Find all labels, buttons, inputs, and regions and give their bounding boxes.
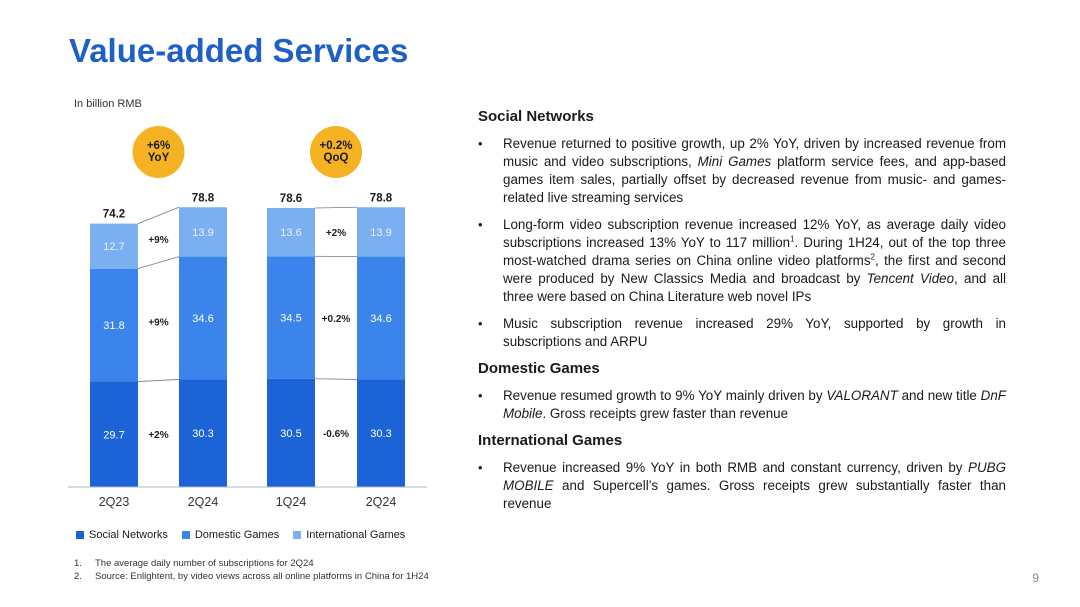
bar-total-label: 78.6 [280,193,302,205]
bar-segment [357,256,405,380]
bar-segment [267,207,315,257]
bar-value-label: 13.9 [192,227,213,239]
page-number: 9 [1032,571,1039,585]
connector-line [137,256,180,270]
bullet-icon: • [478,316,483,331]
change-label: -0.6% [323,429,349,440]
bar-value-label: 12.7 [103,241,124,253]
footnote-text: Source: Enlightent, by video views acros… [95,571,429,582]
category-label: 1Q24 [276,495,307,509]
bullet-item: • Long-form video subscription revenue in… [478,216,1006,306]
bullet-text: Music subscription revenue increased 29%… [503,316,1006,349]
category-label: 2Q23 [99,495,130,509]
growth-badge-label: +6% [147,140,170,152]
unit-note: In billion RMB [74,98,142,110]
change-label: +2% [326,228,346,239]
bar-value-label: 31.8 [103,320,124,332]
footnote: 2. Source: Enlightent, by video views acr… [74,570,429,583]
bar-value-label: 29.7 [103,429,124,441]
bullet-icon: • [478,136,483,151]
growth-badge-label: QoQ [324,152,349,164]
section-heading: Domestic Games [478,360,600,377]
section-heading: International Games [478,432,623,449]
bullet-icon: • [478,217,483,232]
revenue-stacked-bar-chart: 29.7 31.8 12.7 74.2 2Q23 30.3 34.6 13.9 78.8 2Q24… [68,126,427,509]
bar-segment [357,207,405,257]
footnote-text: The average daily number of subscription… [95,558,314,569]
bullet-item: • Music subscription revenue increased 29… [478,315,1006,351]
connector-line [314,378,358,380]
category-label: 2Q24 [188,495,219,509]
bar-segment [179,256,227,380]
bar-segment [90,381,138,487]
legend-item: Domestic Games [181,529,280,541]
bullet-item: • Revenue returned to positive growth, up… [478,135,1006,207]
bar-segment [357,379,405,487]
category-label: 2Q24 [366,495,397,509]
connector-line [137,206,180,224]
bar-segment [179,207,227,257]
bar-value-label: 34.5 [280,312,301,324]
bar-value-label: 34.6 [370,313,391,325]
growth-badge-label: YoY [148,152,170,164]
legend-swatch [293,531,302,539]
bar-total-label: 74.2 [103,209,125,221]
legend-item: International Games [293,529,405,541]
change-label: +2% [148,430,168,441]
section-heading: Social Networks [478,108,594,125]
commentary-panel: Social Networks • Revenue returned to posi… [478,108,1006,522]
bullet-item: • Revenue increased 9% YoY in both RMB an… [478,459,1006,513]
bullet-text: Revenue resumed growth to 9% YoY mainly … [503,388,1006,421]
bullet-text: Revenue returned to positive growth, up … [503,136,1006,205]
bar-segment [90,268,138,382]
bullet-icon: • [478,460,483,475]
bar-segment [267,378,315,487]
footnote: 1. The average daily number of subscripti… [74,557,429,570]
bar-value-label: 30.5 [280,428,301,440]
legend-item: Social Networks [76,529,168,541]
bullet-text: Revenue increased 9% YoY in both RMB and… [503,460,1006,511]
legend-label: Social Networks [89,529,168,541]
footnote-number: 2. [74,571,82,582]
bullet-item: • Revenue resumed growth to 9% YoY mainly… [478,387,1006,423]
change-label: +9% [148,235,168,246]
bullet-text: Long-form video subscription revenue inc… [503,217,1006,304]
bar-value-label: 13.9 [370,227,391,239]
bar-value-label: 30.3 [370,428,391,440]
legend-label: Domestic Games [194,529,280,541]
chart-legend: Social Networks Domestic Games Internation… [76,529,405,541]
bar-total-label: 78.8 [370,192,393,204]
bar-segment [267,256,315,379]
bar-total-label: 78.8 [192,192,215,204]
legend-swatch [76,531,84,539]
legend-swatch [181,531,190,539]
change-label: +9% [148,318,168,329]
connector-line [314,206,358,209]
commentary-section: International Games • Revenue increased 9%… [478,432,1006,513]
commentary-section: Social Networks • Revenue returned to posi… [478,108,1006,351]
change-label: +0.2% [322,314,351,325]
growth-badge [310,126,362,178]
commentary-section: Domestic Games • Revenue resumed growth to… [478,360,1006,423]
bar-value-label: 30.3 [192,428,213,440]
bullet-icon: • [478,388,483,403]
bar-segment [90,223,138,269]
connector-line [137,379,180,382]
legend-label: International Games [306,529,406,541]
growth-badge [132,126,185,178]
bar-segment [179,379,227,487]
page-title: Value-added Services [69,32,409,69]
footnotes: 1. The average daily number of subscripti… [74,557,429,583]
growth-badge-label: +0.2% [320,140,353,152]
bar-value-label: 34.6 [192,313,213,325]
bar-value-label: 13.6 [280,227,301,239]
footnote-number: 1. [74,558,82,569]
